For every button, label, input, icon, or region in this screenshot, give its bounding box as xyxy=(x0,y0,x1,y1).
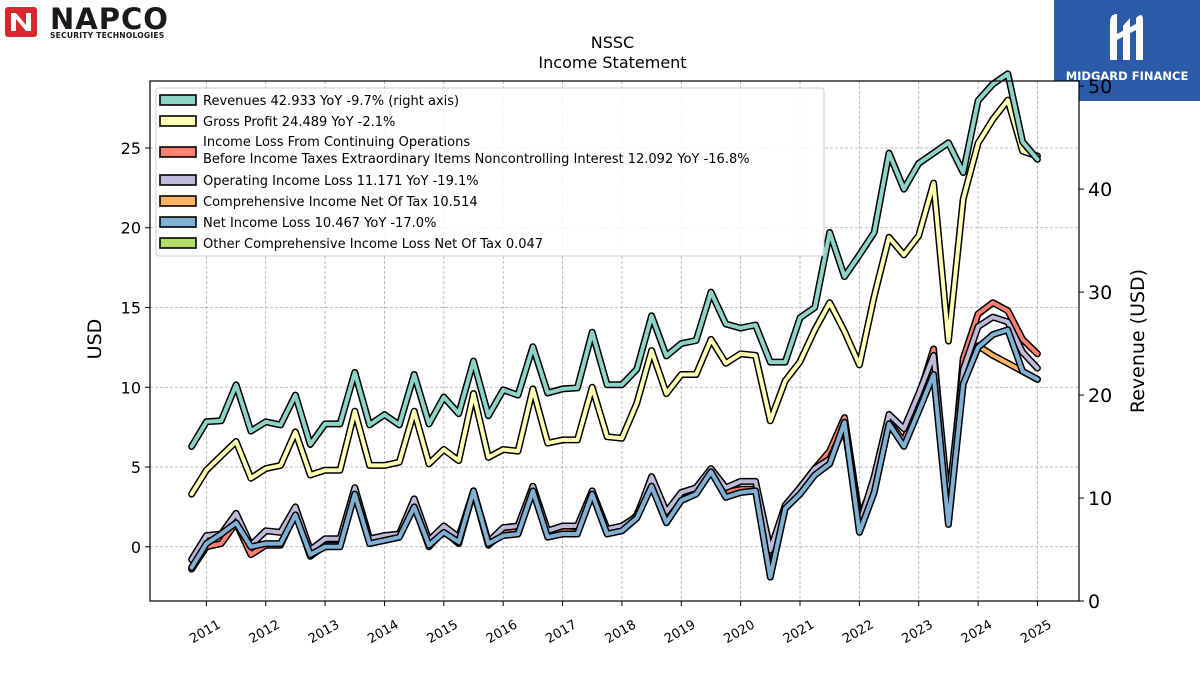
y-tick-label: 0 xyxy=(131,538,141,557)
legend-label-pretax_income-line2: Before Income Taxes Extraordinary Items … xyxy=(203,152,750,167)
midgard-finance-logo: MIDGARD FINANCE xyxy=(1054,0,1200,101)
y-tick-label: 15 xyxy=(121,299,141,318)
legend-label-other_comprehensive_income: Other Comprehensive Income Loss Net Of T… xyxy=(203,237,543,252)
legend-label-pretax_income-line1: Income Loss From Continuing Operations xyxy=(203,135,470,150)
y-axis-label: USD xyxy=(84,319,106,360)
y-tick-label: 5 xyxy=(131,458,141,477)
y-right-tick-label: 10 xyxy=(1088,488,1112,510)
legend-swatch-net_income xyxy=(159,216,197,228)
x-tick-label: 2016 xyxy=(484,617,520,647)
chart-subtitle: Income Statement xyxy=(538,53,686,72)
x-tick-label: 2018 xyxy=(603,617,639,647)
legend-swatch-operating_income xyxy=(159,174,197,186)
napco-logo: NAPCO SECURITY TECHNOLOGIES xyxy=(4,4,214,40)
series-line-operating_income xyxy=(189,315,1040,562)
y-right-tick-label: 30 xyxy=(1088,282,1112,304)
series-line-net_income xyxy=(189,327,1040,580)
legend-label-operating_income: Operating Income Loss 11.171 YoY -19.1% xyxy=(203,174,479,189)
y-right-axis-label: Revenue (USD) xyxy=(1127,269,1149,413)
x-tick-label: 2025 xyxy=(1018,617,1054,647)
y-right-tick-label: 20 xyxy=(1088,385,1112,407)
legend-box xyxy=(155,87,825,257)
x-tick-label: 2017 xyxy=(543,617,579,647)
publisher-name: MIDGARD FINANCE xyxy=(1065,69,1189,83)
legend-label-comprehensive_income: Comprehensive Income Net Of Tax 10.514 xyxy=(203,195,478,210)
y-right-tick-label: 50 xyxy=(1088,76,1112,98)
x-tick-label: 2013 xyxy=(306,617,342,647)
y-right-tick-label: 40 xyxy=(1088,179,1112,201)
x-tick-label: 2011 xyxy=(187,617,223,647)
x-tick-label: 2021 xyxy=(781,617,817,647)
x-tick-label: 2024 xyxy=(959,617,995,647)
axes-frame xyxy=(149,80,1080,602)
y-right-tick-label: 0 xyxy=(1088,591,1100,613)
company-name: NAPCO xyxy=(50,2,169,36)
series-line-revenues xyxy=(189,71,1040,449)
legend-swatch-pretax_income xyxy=(159,146,197,158)
x-tick-label: 2015 xyxy=(425,617,461,647)
legend-swatch-other_comprehensive_income xyxy=(159,237,197,249)
series-line-gross_profit xyxy=(189,98,1040,497)
x-tick-label: 2014 xyxy=(365,617,401,647)
legend-swatch-revenues xyxy=(159,94,197,106)
x-tick-label: 2020 xyxy=(721,617,757,647)
x-tick-label: 2012 xyxy=(247,617,283,647)
napco-mark-icon xyxy=(5,7,37,37)
chart-title: NSSC xyxy=(591,33,634,52)
y-tick-label: 25 xyxy=(121,139,141,158)
legend-label-gross_profit: Gross Profit 24.489 YoY -2.1% xyxy=(203,115,395,130)
x-tick-label: 2023 xyxy=(900,617,936,647)
legend-swatch-gross_profit xyxy=(159,115,197,127)
y-tick-label: 10 xyxy=(121,378,141,397)
legend: Revenues 42.933 YoY -9.7% (right axis) Gr… xyxy=(155,87,825,257)
legend-swatch-comprehensive_income xyxy=(159,195,197,207)
x-tick-label: 2022 xyxy=(840,617,876,647)
legend-label-net_income: Net Income Loss 10.467 YoY -17.0% xyxy=(203,216,436,231)
midgard-mark-icon xyxy=(1110,14,1143,60)
legend-label-revenues: Revenues 42.933 YoY -9.7% (right axis) xyxy=(203,94,459,109)
company-subtitle: SECURITY TECHNOLOGIES xyxy=(50,31,165,40)
y-tick-label: 20 xyxy=(121,219,141,238)
x-tick-label: 2019 xyxy=(662,617,698,647)
